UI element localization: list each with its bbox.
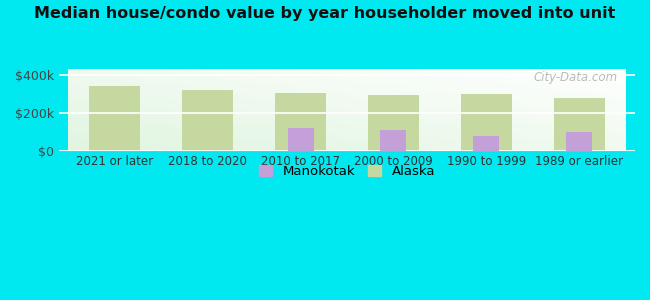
Bar: [275, 93, 326, 151]
Bar: [554, 98, 604, 151]
Text: City-Data.com: City-Data.com: [534, 71, 618, 85]
Bar: [287, 128, 313, 151]
Bar: [380, 130, 406, 151]
Bar: [89, 86, 140, 151]
Legend: Manokotak, Alaska: Manokotak, Alaska: [254, 159, 441, 183]
Bar: [566, 132, 592, 151]
Bar: [473, 136, 499, 151]
Bar: [368, 95, 419, 151]
Bar: [461, 94, 512, 151]
Text: Median house/condo value by year householder moved into unit: Median house/condo value by year househo…: [34, 6, 616, 21]
Bar: [182, 89, 233, 151]
